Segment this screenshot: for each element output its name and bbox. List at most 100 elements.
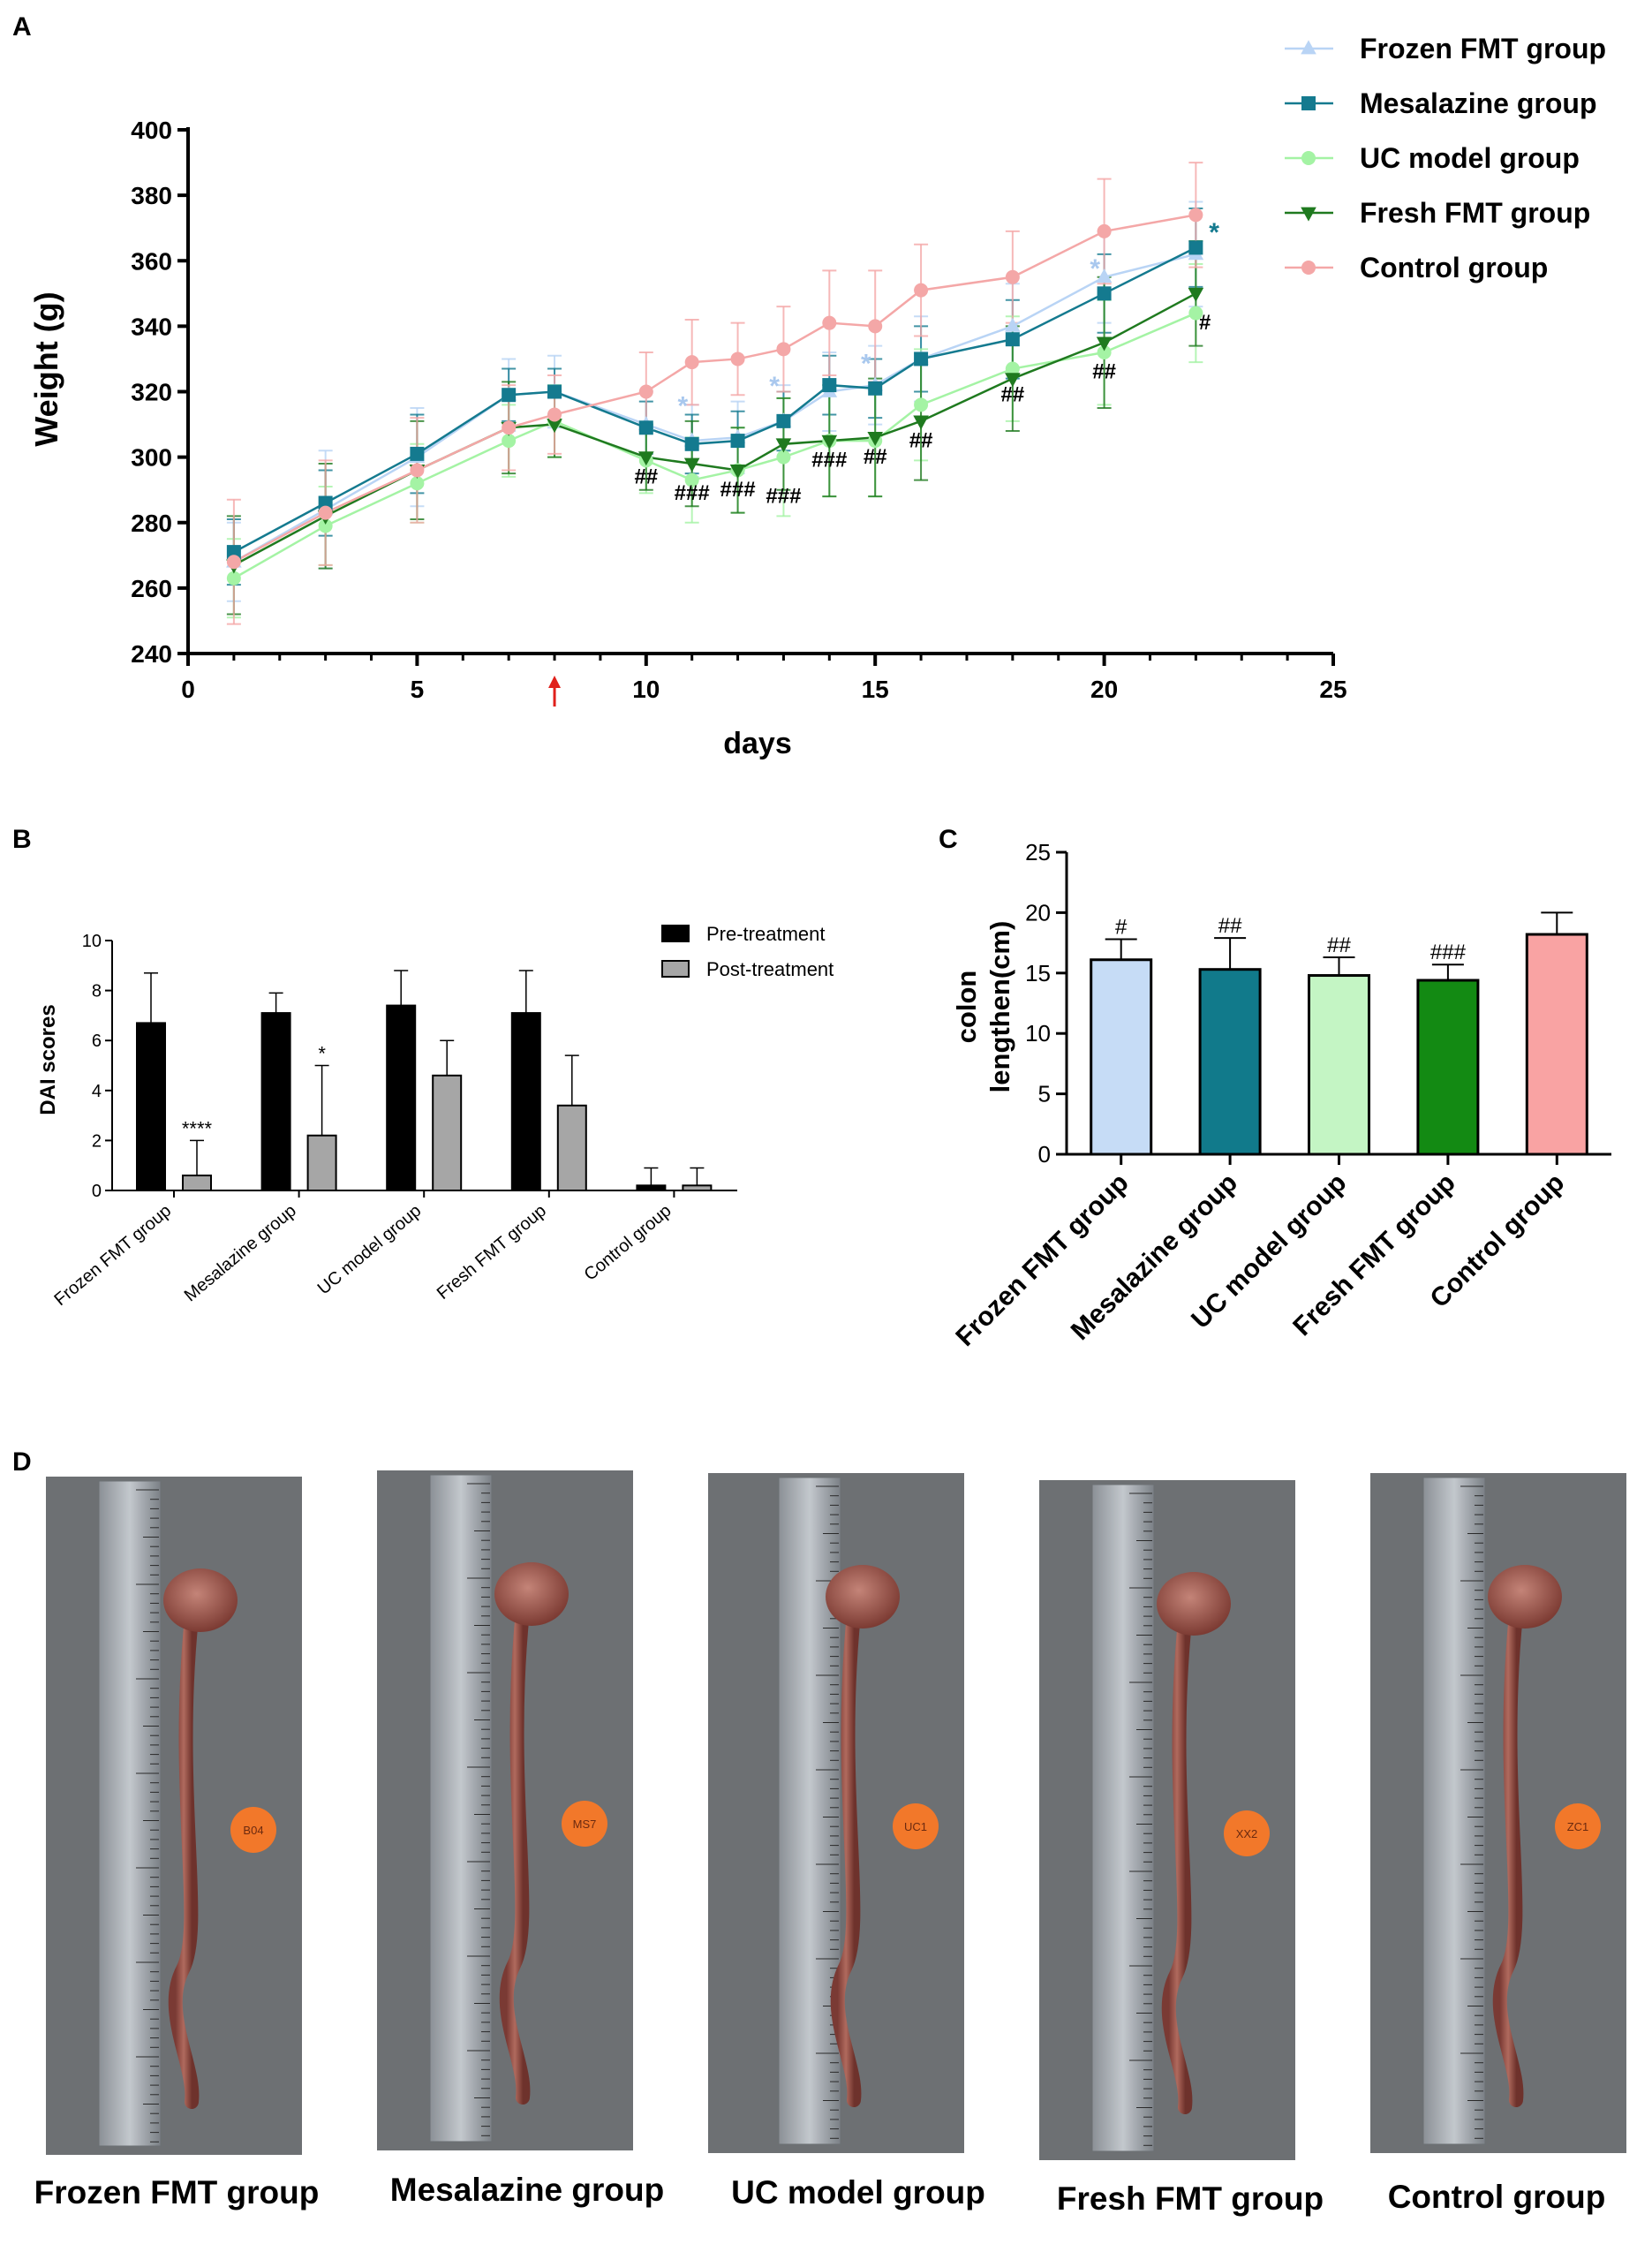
data-point-fresh-fmt-group [638, 451, 654, 466]
panel-b-bars: ***** [136, 970, 713, 1192]
bar-uc-model-group [1308, 974, 1370, 1156]
cecum-specimen [826, 1565, 900, 1629]
legend-label-pre-treatment: Pre-treatment [706, 923, 826, 945]
bar-fresh-fmt-group [1416, 979, 1480, 1156]
data-point-uc-model-group [318, 518, 333, 533]
colon-specimen [830, 1607, 862, 2107]
data-point-control-group [226, 555, 241, 570]
series-line-control-group [233, 214, 1196, 563]
tube-label: B04 [243, 1824, 263, 1837]
y-tick-label: 20 [1025, 899, 1051, 926]
bar-frozen-fmt-group [1090, 958, 1153, 1156]
data-point-control-group [502, 420, 517, 435]
photo-control-group: ZC1 [1370, 1473, 1626, 2153]
panel-a-annotations: ##### ### ###### #########***** [634, 218, 1219, 509]
tube-label: MS7 [573, 1817, 597, 1831]
colon-specimen [499, 1605, 531, 2105]
data-point-uc-model-group [914, 397, 929, 412]
panel-a-error-bars [226, 162, 1203, 625]
legend-label-fresh-fmt-group: Fresh FMT group [1360, 197, 1590, 229]
significance-annotation: # [1199, 311, 1211, 335]
data-point-control-group [1188, 208, 1203, 223]
y-tick-label: 300 [131, 444, 172, 472]
data-point-control-group [410, 463, 425, 478]
panel-d-photos: B04 Frozen FMT group MS7 Mesalazine group UC… [34, 1470, 1626, 2217]
photo-uc-model-group: UC1 [708, 1473, 964, 2153]
colon-specimen [1492, 1607, 1524, 2107]
y-tick-label: 0 [1038, 1141, 1051, 1168]
legend-label-mesalazine-group: Mesalazine group [1360, 87, 1597, 119]
data-point-uc-model-group [410, 476, 425, 491]
data-point-control-group [318, 505, 333, 520]
significance-annotation: ### [675, 481, 710, 505]
tube-label: UC1 [904, 1820, 927, 1833]
category-label: Frozen FMT group [50, 1201, 175, 1310]
colon-specimen [168, 1611, 200, 2109]
data-point-mesalazine-group [226, 545, 241, 560]
photo-mesalazine-group: MS7 [377, 1470, 633, 2150]
panel-letter-d: D [12, 1447, 32, 1477]
data-point-mesalazine-group [822, 378, 837, 393]
y-tick-label: 6 [92, 1032, 102, 1051]
legend-marker-frozen-fmt-group [1301, 40, 1316, 55]
cecum-specimen [1488, 1565, 1562, 1629]
legend-label-control-group: Control group [1360, 252, 1548, 283]
category-label: Mesalazine group [181, 1201, 300, 1305]
y-tick-label: 5 [1038, 1081, 1051, 1107]
data-point-control-group [730, 351, 745, 367]
significance-label: * [318, 1043, 326, 1065]
cecum-specimen [1157, 1572, 1231, 1636]
treatment-arrow-icon [548, 676, 562, 688]
x-tick-label: 25 [1319, 676, 1346, 703]
x-tick-label: 15 [862, 676, 889, 703]
tube-cap-icon [562, 1801, 607, 1847]
photo-caption-frozen-fmt-group: Frozen FMT group [34, 2174, 320, 2210]
data-point-mesalazine-group [1188, 240, 1203, 255]
significance-label: # [1115, 915, 1128, 939]
panel-a-axes: 240 260 280 300 320 340 360 380 400 0 5 10 15 20 25 [131, 117, 1347, 707]
data-point-fresh-fmt-group [1188, 287, 1204, 302]
data-point-control-group [776, 342, 791, 357]
data-point-mesalazine-group [684, 436, 699, 451]
photo-fresh-fmt-group: XX2 [1039, 1480, 1295, 2160]
panel-letter-a: A [12, 12, 32, 42]
panel-b-legend: Pre-treatment Post-treatment [661, 923, 834, 980]
panel-c-y-axis-label-line1: colon [951, 971, 982, 1044]
data-point-uc-model-group [1188, 306, 1203, 321]
photo-caption-mesalazine-group: Mesalazine group [390, 2172, 664, 2208]
panel-a-y-axis-label: Weight (g) [28, 291, 64, 446]
category-label: UC model group [314, 1201, 426, 1298]
significance-annotation: * [1209, 218, 1219, 247]
cecum-specimen [494, 1562, 569, 1626]
legend-marker-mesalazine-group [1301, 96, 1316, 110]
panel-a-legend: Frozen FMT group Mesalazine group UC model… [1285, 33, 1606, 283]
significance-annotation: ## [1092, 360, 1116, 384]
data-point-uc-model-group [776, 450, 791, 465]
ruler-image [429, 1474, 493, 2142]
data-point-mesalazine-group [730, 434, 745, 449]
series-line-fresh-fmt-group [233, 292, 1196, 567]
bar-post-treatment [306, 1134, 337, 1191]
data-point-frozen-fmt-group [1096, 268, 1113, 283]
legend-marker-fresh-fmt-group [1301, 207, 1316, 222]
bar-pre-treatment [386, 1004, 417, 1191]
data-point-mesalazine-group [410, 446, 425, 461]
y-tick-label: 0 [92, 1182, 102, 1201]
panel-c-bars: # #### ### [1090, 911, 1588, 1156]
significance-annotation: * [1090, 254, 1100, 283]
y-tick-label: 380 [131, 182, 172, 209]
tube-cap-icon [230, 1807, 276, 1853]
ruler-image [98, 1480, 162, 2147]
data-point-control-group [547, 407, 562, 422]
significance-annotation: * [677, 391, 688, 420]
data-point-mesalazine-group [502, 388, 517, 403]
tube-label: XX2 [1236, 1827, 1258, 1840]
data-point-uc-model-group [226, 571, 241, 586]
tube-cap-icon [1224, 1810, 1270, 1856]
y-tick-label: 320 [131, 379, 172, 406]
panel-a-series-lines [233, 214, 1196, 579]
significance-annotation: * [769, 372, 780, 401]
x-tick-label: 0 [181, 676, 195, 703]
significance-label: ## [1327, 933, 1351, 957]
